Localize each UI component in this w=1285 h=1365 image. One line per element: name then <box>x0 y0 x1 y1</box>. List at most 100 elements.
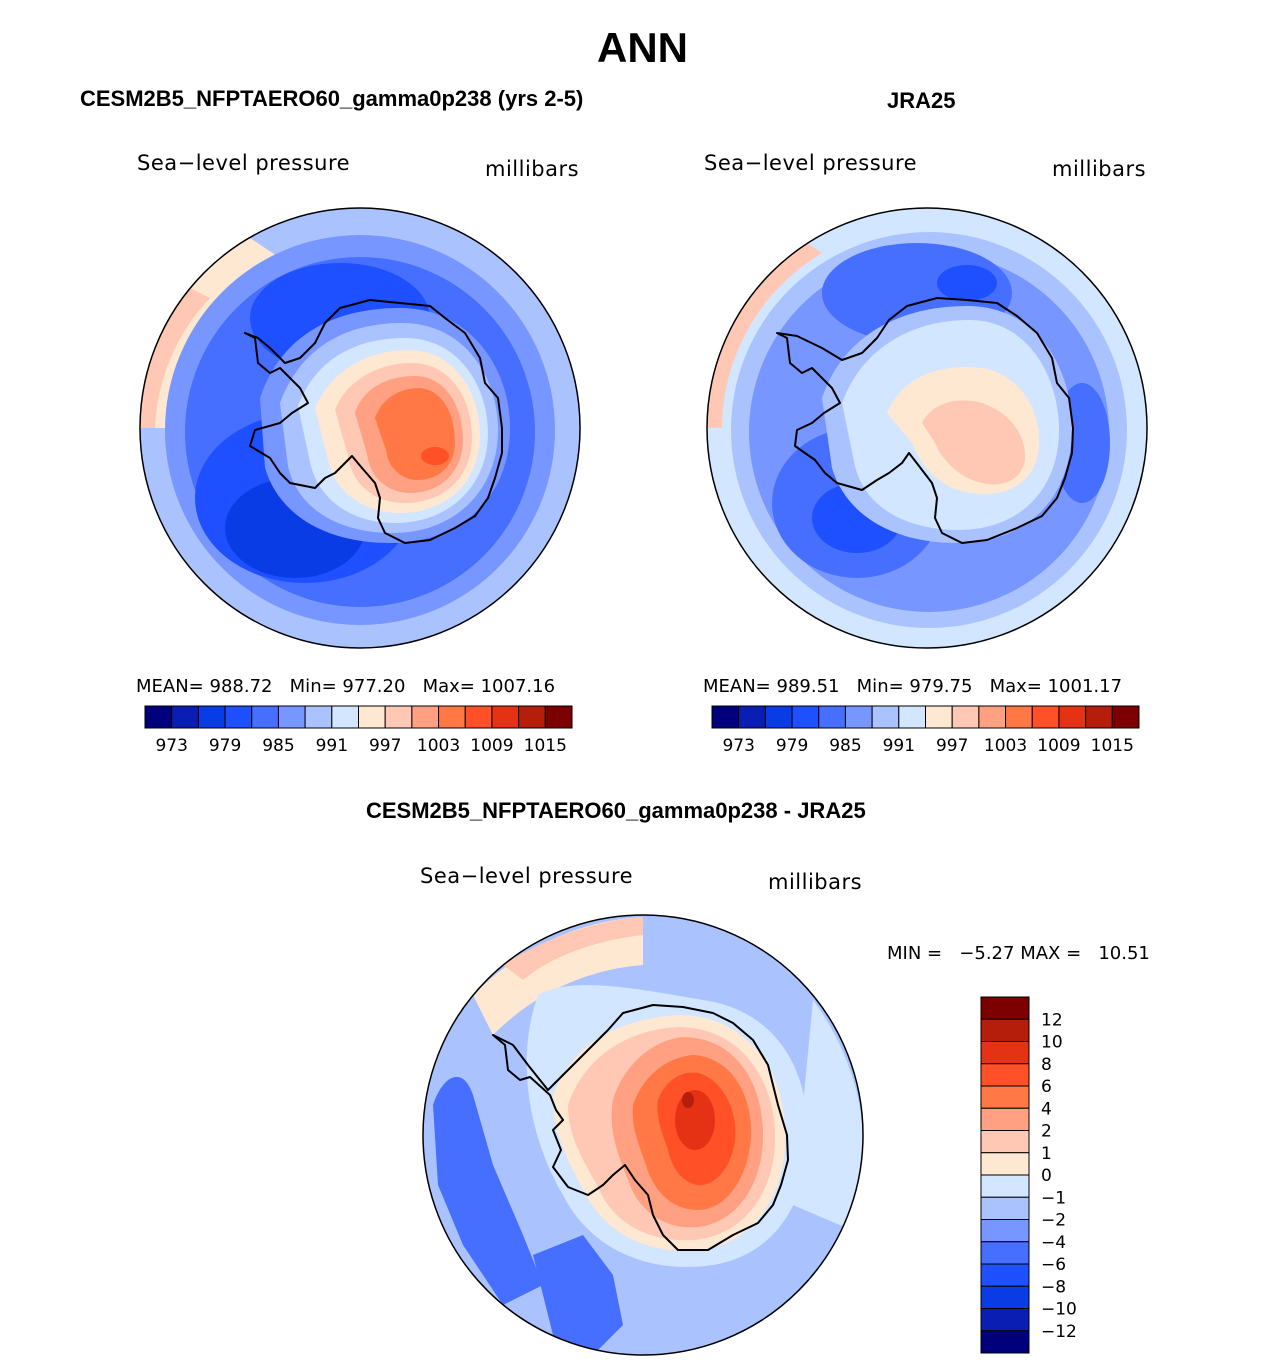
diff-polar-map <box>422 914 864 1356</box>
model-colorbar-tick-label: 1015 <box>524 736 567 756</box>
obs-colorbar-cell <box>818 705 846 729</box>
model-field-warm-edge-2 <box>140 288 210 428</box>
model-colorbar-cell <box>331 705 359 729</box>
diff-colorbar-cell <box>980 1063 1030 1087</box>
diff-field-low-south <box>533 1235 623 1355</box>
diff-colorbar-cell <box>980 1263 1030 1287</box>
diff-colorbar-tick-label: 10 <box>1041 1033 1063 1053</box>
model-colorbar-cell <box>464 705 493 729</box>
obs-colorbar-cell <box>844 705 873 729</box>
figure-title: ANN <box>597 24 688 71</box>
diff-colorbar-tick-label: −10 <box>1041 1300 1077 1320</box>
diff-colorbar-cell <box>980 1219 1030 1243</box>
model-colorbar-cell <box>438 705 466 729</box>
model-stats: MEAN= 988.72 Min= 977.20 Max= 1007.16 <box>136 676 555 697</box>
model-colorbar-cell <box>251 705 279 729</box>
diff-panel-title: CESM2B5_NFPTAERO60_gamma0p238 - JRA25 <box>366 798 866 823</box>
diff-colorbar-tick-label: 6 <box>1041 1077 1052 1097</box>
model-variable-label: Sea−level pressure <box>137 151 351 175</box>
diff-max-label: MAX = <box>1020 943 1082 964</box>
obs-colorbar-tick-label: 997 <box>936 736 968 756</box>
diff-colorbar-cell <box>980 1041 1030 1065</box>
obs-colorbar-cell <box>738 705 766 729</box>
model-colorbar-cell <box>197 705 226 729</box>
diff-colorbar-tick-label: −12 <box>1041 1322 1077 1342</box>
diff-colorbar-cell <box>980 1330 1030 1354</box>
obs-panel-title: JRA25 <box>887 88 956 113</box>
diff-colorbar-cell <box>980 1241 1030 1265</box>
model-colorbar-tick-label: 979 <box>209 736 241 756</box>
model-panel-title: CESM2B5_NFPTAERO60_gamma0p238 (yrs 2-5) <box>80 86 584 111</box>
model-colorbar-cell <box>358 705 386 729</box>
diff-colorbar-tick-label: −2 <box>1041 1211 1066 1231</box>
obs-colorbar-cell <box>1058 705 1087 729</box>
model-colorbar-tick-label: 991 <box>316 736 348 756</box>
model-colorbar-tick-label: 985 <box>262 736 294 756</box>
model-colorbar-cell <box>518 705 546 729</box>
diff-colorbar-tick-label: 12 <box>1041 1010 1063 1030</box>
model-min-label: Min= <box>289 676 337 697</box>
diff-coastline <box>492 1004 789 1251</box>
diff-colorbar-tick-label: −8 <box>1041 1277 1066 1297</box>
obs-colorbar-cell <box>951 705 980 729</box>
obs-colorbar-cell <box>791 705 820 729</box>
obs-min-value: 979.75 <box>909 676 973 697</box>
obs-colorbar-tick-label: 1003 <box>984 736 1027 756</box>
diff-colorbar-cell <box>980 1196 1030 1220</box>
diff-min-value: −5.27 <box>959 943 1015 964</box>
model-colorbar-cell <box>304 705 333 729</box>
diff-colorbar-cell <box>980 996 1030 1020</box>
obs-colorbar-tick-label: 979 <box>776 736 808 756</box>
obs-colorbar: 973 979 985 991 997 1003 1009 1015 <box>711 705 1140 756</box>
diff-variable-label: Sea−level pressure <box>420 864 634 888</box>
model-colorbar-tick-label: 973 <box>155 736 187 756</box>
model-colorbar-tick-label: 1003 <box>417 736 460 756</box>
model-colorbar-cell <box>411 705 440 729</box>
model-colorbar-cell <box>144 705 173 729</box>
obs-coastline <box>776 297 1074 544</box>
obs-colorbar-cell <box>764 705 793 729</box>
model-polar-map <box>139 207 581 649</box>
model-colorbar-cell <box>224 705 253 729</box>
obs-max-label: Max= <box>989 676 1042 697</box>
obs-mean-label: MEAN= <box>703 676 771 697</box>
diff-map-border <box>422 914 864 1356</box>
diff-colorbar-tick-label: 1 <box>1041 1144 1052 1164</box>
diff-colorbar-cell <box>980 1107 1030 1131</box>
obs-mean-value: 989.51 <box>776 676 840 697</box>
obs-colorbar-tick-label: 985 <box>829 736 861 756</box>
model-map-border <box>139 207 581 649</box>
obs-colorbar-tick-label: 991 <box>883 736 915 756</box>
obs-colorbar-cell <box>871 705 900 729</box>
obs-colorbar-tick-label: 1015 <box>1091 736 1134 756</box>
obs-colorbar-cell <box>1111 705 1140 729</box>
model-colorbar-cell <box>544 705 573 729</box>
diff-min-label: MIN = <box>887 943 943 964</box>
model-mean-value: 988.72 <box>209 676 273 697</box>
model-max-value: 1007.16 <box>480 676 556 697</box>
diff-colorbar-tick-label: −4 <box>1041 1233 1066 1253</box>
obs-colorbar-cell <box>711 705 740 729</box>
model-field-max <box>421 447 449 465</box>
diff-colorbar-tick-label: −6 <box>1041 1255 1066 1275</box>
diff-field-warm-top-2 <box>503 917 643 980</box>
diff-max-value: 10.51 <box>1098 943 1150 964</box>
diff-field-max <box>682 1092 694 1108</box>
diff-field-low-west <box>433 1076 543 1305</box>
model-colorbar-tick-label: 1009 <box>470 736 513 756</box>
diff-colorbar-cell <box>980 1174 1030 1198</box>
diff-field-warm-top <box>473 917 643 1035</box>
diff-colorbar-tick-label: 8 <box>1041 1055 1052 1075</box>
obs-map-border <box>706 207 1148 649</box>
obs-colorbar-cell <box>1005 705 1033 729</box>
obs-min-label: Min= <box>856 676 904 697</box>
model-coastline <box>244 299 503 544</box>
model-colorbar: 973 979 985 991 997 1003 1009 1015 <box>144 705 573 756</box>
diff-colorbar-cell <box>980 1285 1030 1309</box>
model-min-value: 977.20 <box>342 676 406 697</box>
obs-variable-label: Sea−level pressure <box>704 151 918 175</box>
diff-colorbar-cell <box>980 1085 1030 1109</box>
obs-field-low-core-2 <box>937 265 997 301</box>
model-colorbar-cell <box>171 705 199 729</box>
